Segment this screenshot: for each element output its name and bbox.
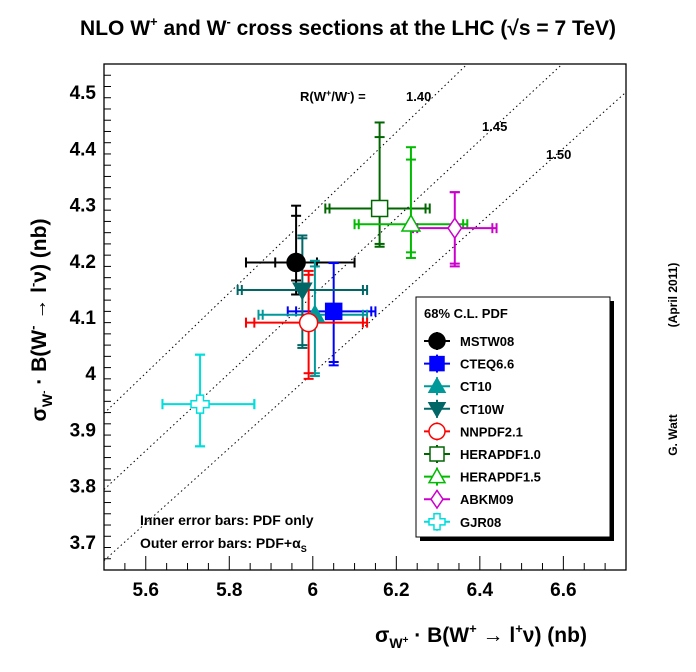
legend-label: CTEQ6.6: [460, 357, 514, 372]
legend-item-GJR08: GJR08: [424, 512, 501, 531]
y-axis-label: σW- · B(W- → l-ν) (nb): [25, 219, 55, 422]
marker-NNPDF2.1: [298, 312, 319, 333]
credit-date: (April 2011): [666, 263, 680, 328]
y-axis: 3.7 3.8 3.9 4 4.1 4.2 4.3 4.4 4.5: [70, 63, 111, 571]
legend-marker: [427, 376, 447, 393]
marker-ABKM09: [447, 216, 463, 240]
y-tick-label: 3.8: [70, 477, 96, 498]
marker-HERAPDF1.0: [370, 199, 389, 218]
y-tick-label: 4.3: [70, 196, 96, 217]
plot-frame: [103, 63, 627, 571]
ratio-labels: 1.40 1.45 1.50: [406, 89, 571, 162]
legend-marker: [428, 332, 446, 350]
y-tick-label: 3.7: [70, 533, 96, 554]
x-tick-label: 6.2: [383, 580, 409, 601]
legend-label: ABKM09: [460, 492, 513, 507]
legend-marker: [427, 402, 447, 419]
legend-marker: [430, 489, 444, 510]
x-axis-label: σW+ · B(W+ → l+ν) (nb): [375, 621, 587, 651]
legend-item-MSTW08: MSTW08: [424, 332, 514, 350]
x-axis: 5.6 5.8 6 6.2 6.4 6.6: [103, 556, 627, 601]
chart-title: NLO W+ and W- cross sections at the LHC …: [80, 14, 616, 40]
legend-marker: [429, 355, 445, 372]
legend-label: CT10W: [460, 402, 505, 417]
legend-marker: [428, 422, 446, 441]
legend-item-CT10W: CT10W: [424, 399, 505, 419]
data-markers: [190, 199, 463, 414]
legend-label: CT10: [460, 379, 492, 394]
ratio-label: 1.40: [406, 89, 431, 104]
x-tick-label: 6: [308, 580, 319, 601]
legend-marker: [428, 513, 446, 531]
legend-item-CTEQ6.6: CTEQ6.6: [424, 354, 514, 373]
legend-item-HERAPDF1.5: HERAPDF1.5: [424, 467, 541, 486]
legend: 68% C.L. PDF MSTW08 CTEQ6.6 CT10 CT10W NNPDF…: [415, 296, 614, 541]
series-HERAPDF1.5: [353, 146, 469, 259]
y-tick-label: 4.1: [70, 308, 97, 329]
series-MSTW08: [244, 204, 356, 296]
marker-CT10W: [292, 282, 313, 301]
legend-header: 68% C.L. PDF: [424, 306, 508, 321]
x-tick-label: 5.8: [216, 580, 242, 601]
legend-marker: [429, 446, 445, 462]
marker-MSTW08: [286, 252, 306, 273]
legend-marker: [427, 467, 447, 484]
legend-item-ABKM09: ABKM09: [424, 489, 513, 510]
y-tick-label: 3.9: [70, 420, 96, 441]
x-tick-label: 6.6: [550, 580, 576, 601]
marker-HERAPDF1.5: [400, 213, 422, 232]
ratio-label: 1.45: [482, 119, 507, 134]
x-tick-label: 5.6: [133, 580, 159, 601]
note-outer: Outer error bars: PDF+αS: [140, 535, 307, 554]
y-tick-label: 4: [85, 364, 96, 385]
marker-CTEQ6.6: [324, 302, 343, 321]
y-tick-label: 4.4: [70, 139, 97, 160]
legend-label: HERAPDF1.5: [460, 470, 541, 485]
marker-GJR08: [190, 394, 210, 414]
ratio-line-1.45: [104, 64, 564, 490]
ratio-label: 1.50: [546, 147, 571, 162]
legend-item-CT10: CT10: [424, 376, 492, 396]
legend-item-NNPDF2.1: NNPDF2.1: [424, 422, 523, 441]
legend-label: MSTW08: [460, 334, 514, 349]
legend-label: GJR08: [460, 515, 501, 530]
credit-author: G. Watt: [666, 414, 680, 456]
ratio-lines: [104, 64, 626, 562]
legend-label: NNPDF2.1: [460, 424, 523, 439]
legend-label: HERAPDF1.0: [460, 447, 541, 462]
legend-item-HERAPDF1.0: HERAPDF1.0: [424, 445, 541, 463]
note-inner: Inner error bars: PDF only: [140, 512, 314, 528]
ratio-header: R(W+/W-) =: [300, 88, 366, 104]
y-tick-label: 4.2: [70, 252, 96, 273]
x-tick-label: 6.4: [467, 580, 494, 601]
y-tick-label: 4.5: [70, 83, 97, 104]
